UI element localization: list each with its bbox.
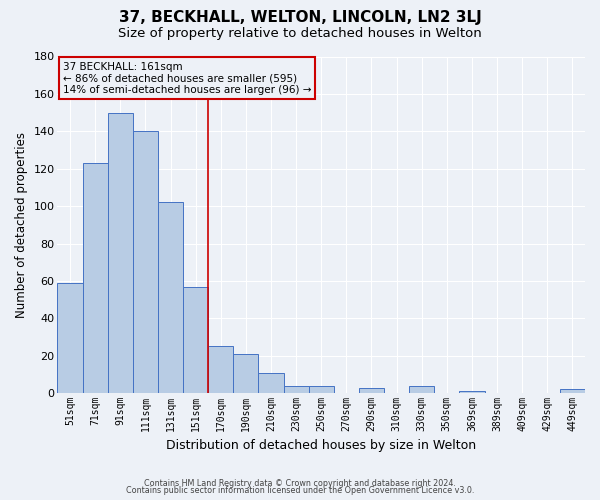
Bar (58, 283, 83, 393)
Bar (460, 392, 485, 393)
Text: Contains HM Land Registry data © Crown copyright and database right 2024.: Contains HM Land Registry data © Crown c… (144, 478, 456, 488)
Bar (259, 372, 284, 393)
Bar (409, 386, 434, 393)
Text: Size of property relative to detached houses in Welton: Size of property relative to detached ho… (118, 28, 482, 40)
Bar (108, 112, 133, 393)
Y-axis label: Number of detached properties: Number of detached properties (15, 132, 28, 318)
Text: 37, BECKHALL, WELTON, LINCOLN, LN2 3LJ: 37, BECKHALL, WELTON, LINCOLN, LN2 3LJ (119, 10, 481, 25)
X-axis label: Distribution of detached houses by size in Welton: Distribution of detached houses by size … (166, 440, 476, 452)
Bar (560, 390, 585, 393)
Bar (208, 346, 233, 393)
Bar (233, 354, 259, 393)
Text: 37 BECKHALL: 161sqm
← 86% of detached houses are smaller (595)
14% of semi-detac: 37 BECKHALL: 161sqm ← 86% of detached ho… (63, 62, 311, 94)
Bar (308, 386, 334, 393)
Bar (133, 132, 158, 393)
Bar (284, 386, 308, 393)
Bar (183, 286, 208, 393)
Bar (359, 388, 384, 393)
Text: Contains public sector information licensed under the Open Government Licence v3: Contains public sector information licen… (126, 486, 474, 495)
Bar (83, 163, 108, 393)
Bar (158, 202, 183, 393)
